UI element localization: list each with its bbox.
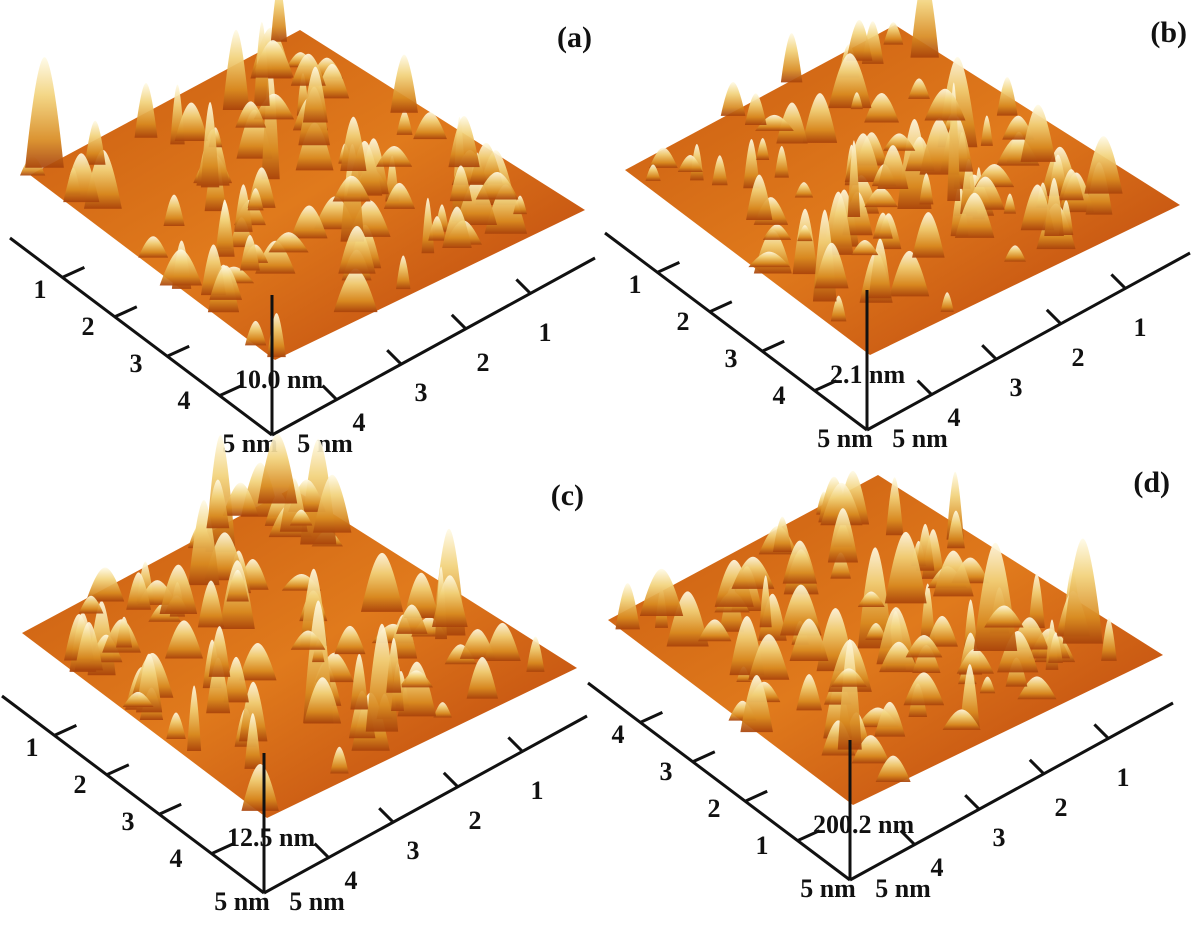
panel-label: (c) [551,479,584,512]
tick [54,725,76,735]
tick [657,262,679,272]
tick [965,795,979,809]
tick [444,773,458,787]
right-tick-label: 1 [531,776,544,805]
peak [910,0,939,58]
tick [1111,274,1125,288]
right-unit: 5 nm [297,429,353,458]
left-tick-label: 1 [34,275,47,304]
tick [1094,724,1108,738]
right-tick-label: 3 [415,378,428,407]
tick [640,712,662,722]
panel: 432112345 nm5 nm200.2 nm(d) [588,466,1173,903]
right-tick-label: 3 [993,823,1006,852]
panel-label: (a) [557,21,592,54]
tick [62,267,84,277]
right-tick-label: 1 [539,318,552,347]
peak [25,57,64,168]
tick [323,386,337,400]
left-tick-label: 4 [612,720,625,749]
right-unit: 5 nm [875,874,931,903]
height-label: 2.1 nm [830,360,905,389]
panel: 123412345 nm5 nm2.1 nm(b) [605,0,1190,453]
tick [710,302,732,312]
height-label: 12.5 nm [227,823,315,852]
tick [115,307,137,317]
right-tick-label: 4 [931,853,944,882]
left-tick-label: 1 [26,733,39,762]
height-label: 200.2 nm [813,810,914,839]
left-tick-label: 4 [170,844,183,873]
left-tick-label: 3 [660,757,673,786]
panel: 123412345 nm5 nm10.0 nm(a) [10,0,595,458]
tick [379,808,393,822]
right-tick-label: 3 [407,836,420,865]
left-unit: 5 nm [800,874,856,903]
left-tick-label: 2 [677,307,690,336]
tick [315,844,329,858]
right-tick-label: 4 [345,866,358,895]
tick [918,381,932,395]
left-tick-label: 1 [629,270,642,299]
right-tick-label: 2 [477,348,490,377]
panel-label: (b) [1150,16,1187,49]
right-tick-label: 3 [1010,373,1023,402]
peak [390,55,418,113]
tick [762,341,784,351]
panel-label: (d) [1133,466,1170,499]
figure: 123412345 nm5 nm10.0 nm(a)123412345 nm5 … [0,0,1198,934]
right-tick-label: 2 [469,806,482,835]
tick [508,737,522,751]
left-tick-label: 2 [708,794,721,823]
panel: 123412345 nm5 nm12.5 nm(c) [2,434,587,916]
left-tick-label: 1 [756,831,769,860]
left-tick-label: 3 [130,349,143,378]
tick [516,279,530,293]
height-label: 10.0 nm [235,365,323,394]
left-unit: 5 nm [214,887,270,916]
tick [452,315,466,329]
tick [387,350,401,364]
tick [982,345,996,359]
right-tick-label: 2 [1055,793,1068,822]
left-tick-label: 2 [82,312,95,341]
peak [271,0,287,42]
left-tick-label: 3 [122,807,135,836]
left-tick-label: 2 [74,770,87,799]
left-tick-label: 4 [773,381,786,410]
right-unit: 5 nm [892,424,948,453]
tick [107,765,129,775]
right-tick-label: 2 [1072,343,1085,372]
peak [721,82,746,116]
right-tick-label: 4 [948,403,961,432]
tick [159,804,181,814]
peak [781,33,802,82]
tick [745,791,767,801]
tick [167,346,189,356]
right-tick-label: 1 [1134,313,1147,342]
left-tick-label: 3 [725,344,738,373]
right-unit: 5 nm [289,887,345,916]
tick [693,752,715,762]
tick [1030,760,1044,774]
right-tick-label: 1 [1117,763,1130,792]
right-tick-label: 4 [353,408,366,437]
left-tick-label: 4 [178,386,191,415]
left-unit: 5 nm [817,424,873,453]
tick [1047,310,1061,324]
